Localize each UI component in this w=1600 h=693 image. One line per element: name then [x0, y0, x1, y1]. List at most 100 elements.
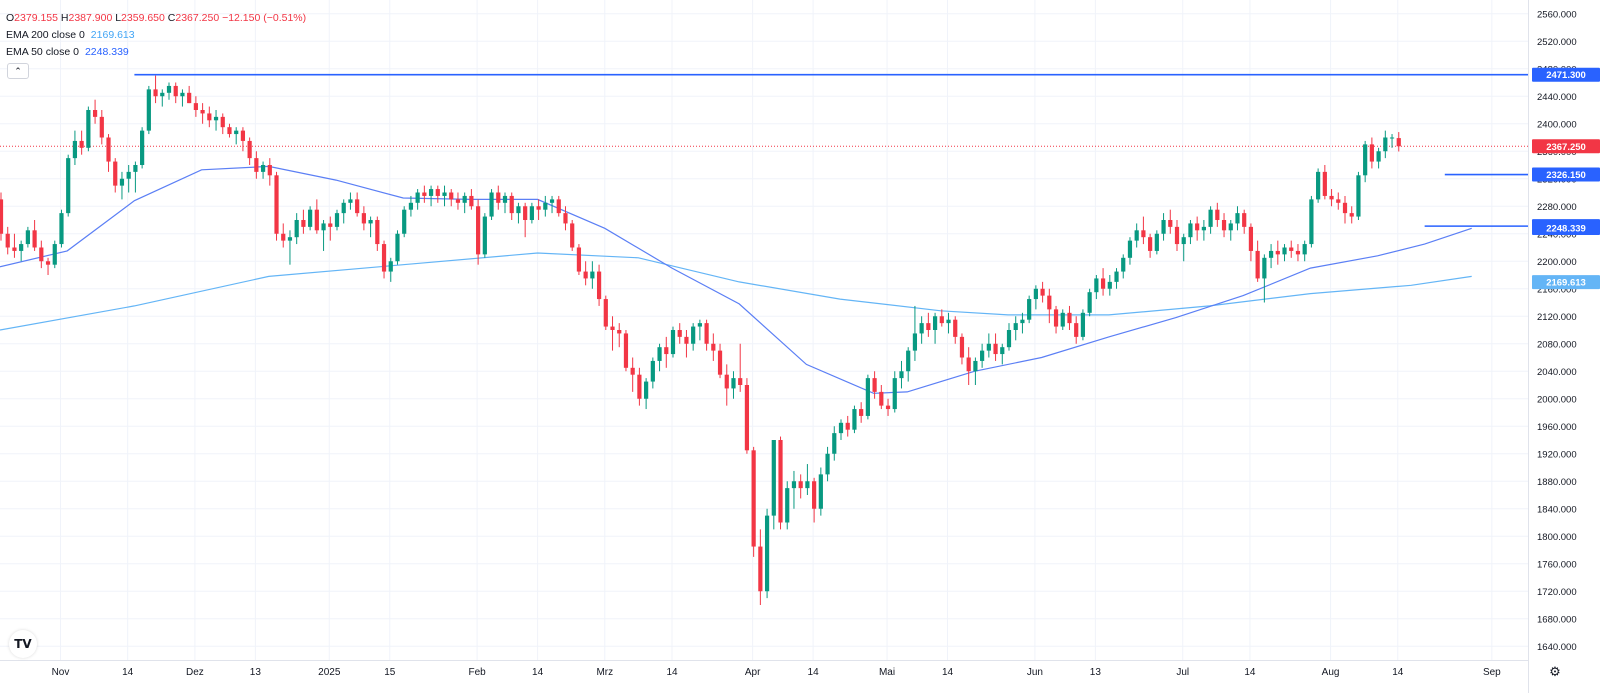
- candle-down[interactable]: [758, 546, 763, 592]
- candle-up[interactable]: [334, 213, 340, 227]
- candle-down[interactable]: [45, 261, 51, 265]
- ema200-legend-row[interactable]: EMA 200 close 0 2169.613: [6, 27, 306, 44]
- candle-up[interactable]: [1268, 250, 1274, 258]
- candle-down[interactable]: [664, 347, 669, 355]
- candle-down[interactable]: [375, 220, 380, 245]
- candle-up[interactable]: [1154, 233, 1159, 251]
- candle-up[interactable]: [1161, 220, 1166, 234]
- candle-up[interactable]: [764, 515, 770, 592]
- candle-down[interactable]: [570, 223, 575, 248]
- candle-up[interactable]: [1316, 171, 1321, 200]
- candle-up[interactable]: [52, 244, 57, 265]
- candle-up[interactable]: [287, 237, 293, 241]
- candle-down[interactable]: [361, 213, 366, 224]
- candle-down[interactable]: [1047, 295, 1052, 310]
- candle-down[interactable]: [798, 481, 803, 489]
- candle-up[interactable]: [932, 316, 938, 330]
- candle-down[interactable]: [187, 92, 192, 104]
- candle-down[interactable]: [1242, 213, 1247, 227]
- candle-down[interactable]: [1369, 144, 1374, 162]
- candle-up[interactable]: [1309, 199, 1314, 245]
- candle-down[interactable]: [355, 199, 360, 214]
- candle-down[interactable]: [254, 158, 259, 172]
- candle-down[interactable]: [704, 323, 709, 344]
- candle-up[interactable]: [852, 409, 857, 430]
- candle-down[interactable]: [1329, 195, 1334, 200]
- candle-up[interactable]: [86, 110, 91, 148]
- candle-down[interactable]: [885, 405, 891, 410]
- candle-up[interactable]: [25, 230, 30, 245]
- candle-up[interactable]: [980, 350, 985, 361]
- ema50-legend-row[interactable]: EMA 50 close 0 2248.339: [6, 44, 306, 61]
- candle-up[interactable]: [462, 195, 467, 203]
- candle-down[interactable]: [247, 140, 252, 159]
- candle-up[interactable]: [1013, 323, 1018, 330]
- candle-up[interactable]: [771, 440, 776, 516]
- candle-up[interactable]: [1356, 175, 1361, 217]
- candle-down[interactable]: [872, 378, 877, 392]
- candle-up[interactable]: [482, 216, 487, 255]
- candle-up[interactable]: [59, 213, 64, 245]
- candle-up[interactable]: [529, 206, 534, 220]
- candle-up[interactable]: [1080, 312, 1086, 337]
- candle-up[interactable]: [919, 323, 924, 334]
- candle-up[interactable]: [1302, 244, 1307, 255]
- candle-up[interactable]: [133, 165, 138, 172]
- candle-down[interactable]: [207, 113, 212, 121]
- candle-up[interactable]: [213, 116, 219, 121]
- candle-down[interactable]: [1349, 213, 1354, 217]
- candle-up[interactable]: [368, 220, 373, 224]
- candle-up[interactable]: [697, 323, 702, 327]
- candle-up[interactable]: [946, 319, 951, 324]
- chevron-up-icon[interactable]: ⌃: [7, 63, 29, 79]
- candle-up[interactable]: [140, 130, 145, 165]
- candle-down[interactable]: [153, 89, 158, 97]
- candle-down[interactable]: [509, 195, 514, 214]
- candle-up[interactable]: [731, 378, 736, 389]
- candle-down[interactable]: [1040, 288, 1045, 296]
- candle-up[interactable]: [66, 158, 71, 214]
- candle-down[interactable]: [563, 213, 568, 224]
- candle-down[interactable]: [603, 299, 608, 327]
- candle-up[interactable]: [1033, 288, 1038, 300]
- candle-down[interactable]: [79, 140, 84, 148]
- candle-down[interactable]: [1248, 226, 1254, 251]
- candle-down[interactable]: [993, 343, 998, 355]
- candle-up[interactable]: [1114, 271, 1119, 282]
- candle-up[interactable]: [516, 206, 521, 214]
- candle-down[interactable]: [879, 391, 884, 406]
- candle-down[interactable]: [576, 247, 582, 272]
- candle-up[interactable]: [1383, 137, 1388, 152]
- candle-down[interactable]: [32, 230, 37, 248]
- candle-down[interactable]: [12, 247, 17, 251]
- candle-up[interactable]: [1107, 281, 1112, 289]
- candle-down[interactable]: [610, 326, 615, 330]
- candle-down[interactable]: [1141, 230, 1146, 238]
- candle-up[interactable]: [1262, 257, 1267, 279]
- candle-down[interactable]: [381, 244, 387, 272]
- candle-down[interactable]: [99, 116, 104, 138]
- gear-icon[interactable]: ⚙: [1549, 664, 1561, 679]
- candle-down[interactable]: [173, 85, 178, 97]
- candle-up[interactable]: [489, 192, 494, 217]
- candle-up[interactable]: [1181, 237, 1186, 245]
- candle-up[interactable]: [180, 92, 185, 97]
- candle-down[interactable]: [274, 175, 279, 234]
- candle-down[interactable]: [966, 357, 971, 372]
- candle-down[interactable]: [1336, 199, 1341, 203]
- candle-down[interactable]: [617, 330, 622, 334]
- candle-down[interactable]: [92, 110, 98, 117]
- candle-up[interactable]: [805, 481, 810, 489]
- candle-down[interactable]: [1174, 226, 1180, 245]
- candle-up[interactable]: [1228, 223, 1233, 231]
- candle-up[interactable]: [294, 220, 299, 238]
- candle-down[interactable]: [778, 440, 783, 523]
- candle-up[interactable]: [650, 360, 655, 382]
- candle-down[interactable]: [1168, 220, 1173, 227]
- candle-down[interactable]: [496, 192, 501, 203]
- candle-up[interactable]: [1006, 330, 1012, 348]
- candle-up[interactable]: [657, 347, 662, 361]
- candle-up[interactable]: [1087, 292, 1092, 313]
- candle-up[interactable]: [502, 195, 508, 203]
- candle-down[interactable]: [1148, 237, 1153, 251]
